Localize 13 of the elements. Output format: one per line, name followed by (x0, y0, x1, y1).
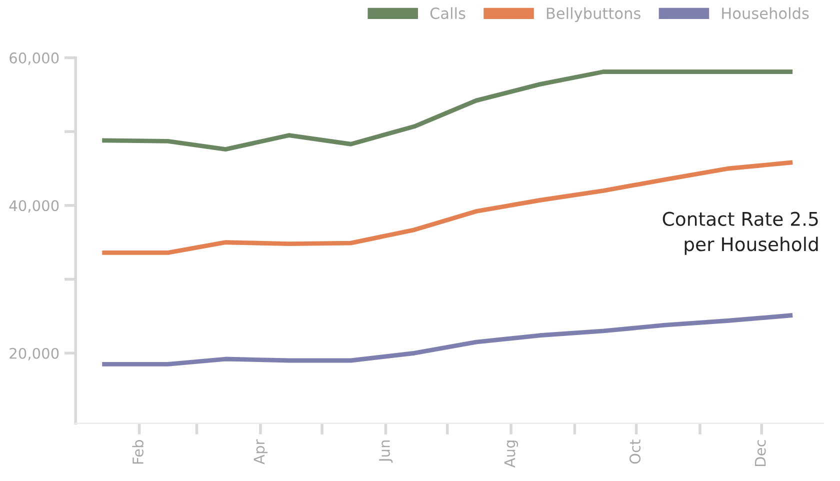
y-tick-label: 40,000 (9, 200, 59, 213)
x-tick-label: Apr (254, 439, 268, 464)
y-tick-label: 20,000 (10, 348, 59, 360)
x-tick-label: Jun (379, 440, 393, 463)
legend-label: Calls (430, 7, 466, 20)
x-tick-label: Oct (630, 440, 641, 464)
legend-label: Households (722, 7, 809, 20)
legend-label: Bellybuttons (546, 7, 640, 22)
x-tick-label: Aug (504, 440, 518, 468)
y-tick-label: 60,000 (10, 52, 59, 65)
x-tick-label: Dec (754, 440, 766, 466)
x-tick-label: Feb (132, 440, 144, 464)
annotation: Contact Rate 2.5 per Household (662, 212, 818, 255)
